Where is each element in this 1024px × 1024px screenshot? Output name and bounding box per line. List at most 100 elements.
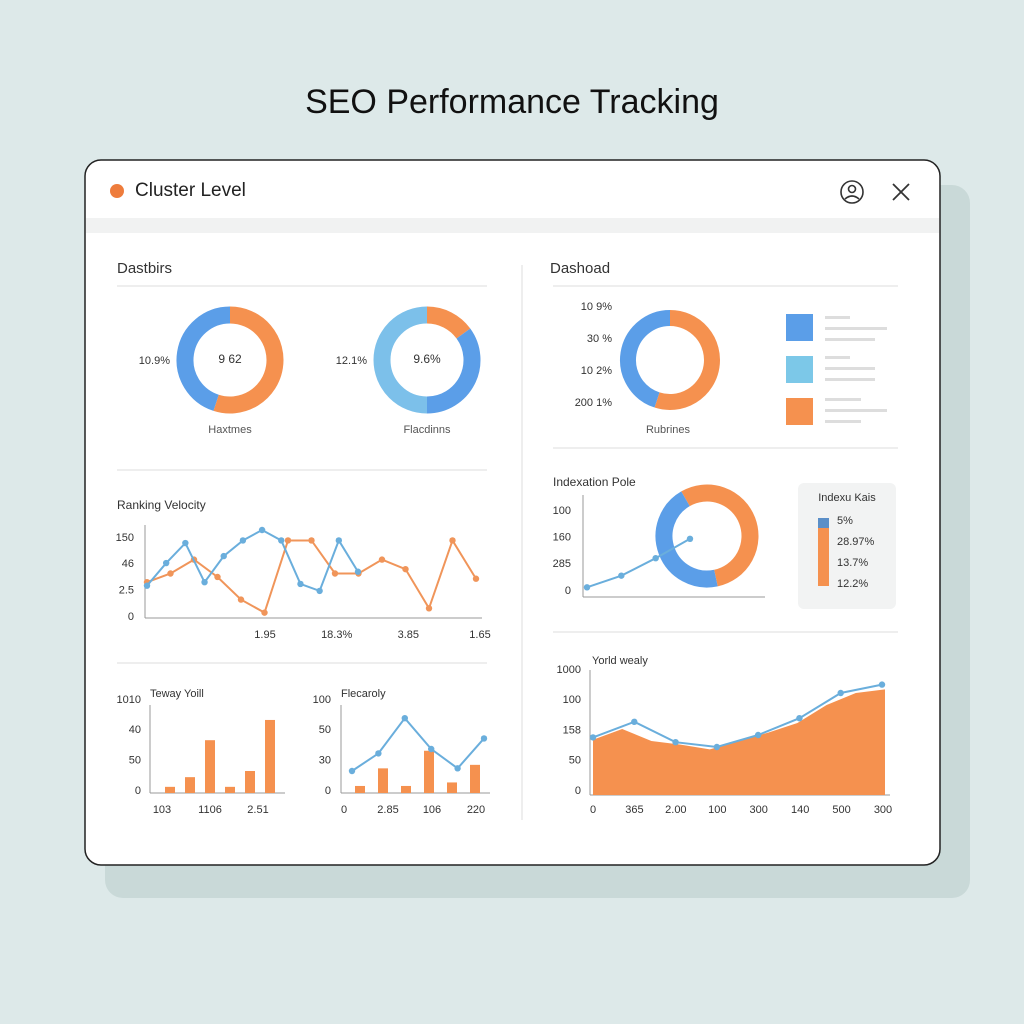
legend-swatch	[786, 398, 813, 425]
separators	[117, 285, 898, 664]
y-tick-label: 0	[325, 785, 331, 797]
x-tick-label: 1106	[198, 804, 222, 816]
x-tick-label: 0	[590, 804, 596, 816]
y-tick-label: 158	[563, 724, 581, 736]
point	[631, 718, 638, 725]
legend-swatch	[786, 356, 813, 383]
y-tick-label: 30	[319, 755, 331, 767]
point	[258, 526, 266, 534]
donut-segment	[426, 306, 471, 339]
x-tick-label: 220	[467, 804, 485, 816]
box-label: 28.97%	[837, 536, 875, 548]
point	[428, 745, 435, 753]
point	[583, 584, 591, 591]
bar	[185, 777, 195, 793]
point	[331, 570, 339, 577]
point	[837, 689, 844, 697]
toolbar-strip	[86, 218, 939, 233]
point	[686, 535, 694, 542]
x-tick-label: 1.95	[254, 629, 275, 641]
donut-segment	[654, 310, 720, 410]
point	[316, 587, 323, 595]
y-tick-label: 0	[135, 785, 141, 797]
bar	[378, 768, 388, 793]
bar	[225, 786, 235, 793]
x-tick-label: 300	[874, 804, 892, 816]
y-tick-label: 0	[565, 585, 571, 597]
point	[378, 556, 386, 563]
y-tick-label: 2.5	[119, 585, 134, 597]
bar	[447, 782, 457, 793]
point	[652, 555, 659, 562]
y-tick-label: 100	[313, 694, 331, 706]
line	[351, 716, 485, 772]
x-tick-label: 300	[750, 804, 768, 816]
chart-title: Flecaroly	[341, 688, 386, 700]
point	[618, 572, 625, 579]
point	[672, 739, 679, 746]
donut-center: 9 62	[218, 352, 242, 366]
box-label: 12.2%	[837, 578, 868, 590]
chart-title: Ranking Velocity	[117, 498, 206, 512]
x-tick-label: 100	[708, 804, 726, 816]
point	[214, 573, 221, 581]
x-tick-label: 365	[625, 804, 643, 816]
user-icon[interactable]	[840, 180, 864, 204]
x-tick-label: 2.00	[665, 804, 686, 816]
section-heading: Dastbirs	[117, 260, 172, 277]
x-tick-label: 2.51	[247, 804, 268, 816]
point	[261, 609, 268, 616]
donut-segment	[373, 306, 428, 414]
chart-title: Yorld wealy	[592, 655, 648, 667]
box-label: 5%	[837, 515, 853, 527]
y-tick-label: 46	[122, 558, 134, 570]
bar	[470, 764, 480, 793]
y-tick-label: 0	[128, 611, 134, 623]
window-title: Cluster Level	[135, 180, 246, 201]
index-box-bar-top	[818, 518, 829, 528]
point	[348, 767, 356, 775]
point	[754, 731, 762, 739]
point	[472, 575, 480, 582]
y-tick-label: 50	[319, 724, 331, 736]
point	[182, 539, 189, 547]
donut-label: 10.9%	[139, 355, 170, 367]
point	[308, 537, 315, 544]
donut-caption: Haxtmes	[208, 424, 252, 436]
close-icon[interactable]	[892, 183, 910, 201]
point	[335, 537, 343, 544]
y-tick-label: 50	[569, 755, 581, 767]
donut-segment	[426, 328, 481, 414]
donut-center: 9.6%	[413, 352, 441, 366]
donut-segment	[620, 310, 671, 408]
y-tick-label: 285	[553, 558, 571, 570]
bar	[355, 785, 365, 793]
donut-label: 30 %	[587, 333, 612, 345]
point	[402, 565, 409, 573]
y-tick-label: 160	[553, 532, 571, 544]
x-tick-label: 18.3%	[321, 629, 352, 641]
x-tick-label: 3.85	[398, 629, 419, 641]
bar	[245, 771, 255, 793]
donut-caption: Flacdinns	[403, 424, 451, 436]
point	[454, 765, 461, 772]
x-tick-label: 1.65	[469, 629, 490, 641]
area	[593, 689, 885, 795]
point	[375, 750, 382, 757]
window	[84, 159, 941, 866]
line	[592, 683, 883, 749]
donut-segment	[213, 306, 284, 414]
point	[449, 537, 456, 544]
y-tick-label: 0	[575, 785, 581, 797]
donut-label: 10 2%	[581, 365, 612, 377]
point	[425, 605, 433, 612]
chart-title: Teway Yoill	[150, 688, 204, 700]
donut-segment	[681, 484, 759, 587]
point	[878, 681, 886, 688]
point	[796, 715, 803, 722]
y-tick-label: 150	[116, 532, 134, 544]
point	[201, 579, 208, 586]
point	[297, 580, 304, 588]
donut-label: 12.1%	[336, 355, 367, 367]
